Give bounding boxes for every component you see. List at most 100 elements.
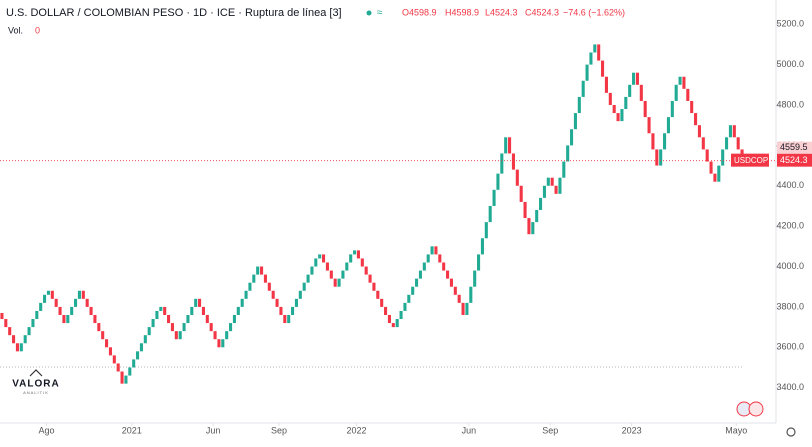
- down-brick: [81, 290, 85, 299]
- up-brick: [244, 290, 248, 299]
- up-brick: [236, 306, 240, 315]
- down-brick: [686, 88, 690, 101]
- chart-title: U.S. DOLLAR / COLOMBIAN PESO · 1D · ICE …: [6, 7, 342, 19]
- down-brick: [201, 306, 205, 315]
- y-tick-label: 4800.0: [776, 99, 804, 109]
- down-brick: [275, 298, 279, 307]
- symbol-label: USDCOP: [734, 156, 768, 165]
- y-tick-label: 3400.0: [776, 382, 804, 392]
- down-brick: [732, 125, 736, 138]
- up-brick: [426, 254, 430, 263]
- up-brick: [27, 327, 31, 336]
- ohlc-value: L4524.3: [485, 7, 518, 17]
- high-price-label: 4559.5: [780, 142, 808, 152]
- y-tick-label: 5000.0: [776, 59, 804, 69]
- up-brick: [678, 76, 682, 85]
- down-brick: [438, 254, 442, 263]
- y-tick-label: 4000.0: [776, 261, 804, 271]
- flag-icon[interactable]: [736, 401, 764, 417]
- up-brick: [395, 319, 399, 328]
- down-brick: [508, 137, 512, 154]
- ohlc-value: O4598.9: [402, 7, 437, 17]
- logo-subtext: ANALITIK: [23, 390, 49, 395]
- down-brick: [167, 314, 171, 324]
- up-brick: [399, 310, 403, 320]
- down-brick: [616, 113, 620, 122]
- x-tick-label: Sep: [271, 425, 287, 435]
- x-tick-label: 2021: [122, 425, 142, 435]
- down-brick: [647, 117, 651, 134]
- up-brick: [310, 266, 314, 275]
- up-brick: [151, 319, 155, 328]
- up-brick: [66, 314, 70, 324]
- up-brick: [229, 323, 233, 332]
- up-brick: [480, 238, 484, 255]
- price-label-box: [777, 153, 812, 167]
- volume-label: Vol.: [8, 25, 23, 35]
- down-brick: [322, 254, 326, 263]
- up-brick: [302, 282, 306, 291]
- down-brick: [364, 266, 368, 275]
- down-brick: [174, 331, 178, 340]
- up-brick: [632, 72, 636, 85]
- x-tick-label: 2022: [346, 425, 366, 435]
- up-brick: [182, 323, 186, 332]
- down-brick: [709, 161, 713, 174]
- up-brick: [291, 306, 295, 315]
- settings-icon[interactable]: [786, 427, 796, 437]
- high-label-box: [777, 141, 812, 154]
- up-brick: [674, 84, 678, 101]
- compare-icon[interactable]: ≈: [377, 8, 383, 19]
- down-brick: [612, 104, 616, 114]
- down-brick: [554, 185, 558, 194]
- down-brick: [639, 84, 643, 101]
- last-price-label: 4524.3: [780, 155, 808, 165]
- down-brick: [713, 173, 717, 182]
- up-brick: [620, 109, 624, 122]
- ohlc-value: H4598.9: [445, 7, 479, 17]
- logo-mark: [29, 369, 43, 377]
- down-brick: [360, 258, 364, 267]
- down-brick: [267, 282, 271, 291]
- up-brick: [19, 343, 23, 352]
- up-brick: [240, 298, 244, 307]
- down-brick: [209, 323, 213, 332]
- up-brick: [717, 165, 721, 182]
- up-brick: [566, 145, 570, 162]
- up-brick: [488, 205, 492, 223]
- up-brick: [725, 137, 729, 150]
- down-brick: [736, 137, 740, 150]
- flag-circle: [748, 401, 764, 417]
- up-brick: [666, 117, 670, 134]
- up-brick: [407, 294, 411, 303]
- up-brick: [728, 125, 732, 138]
- up-brick: [573, 113, 577, 130]
- up-brick: [294, 298, 298, 307]
- up-brick: [473, 270, 477, 287]
- up-brick: [46, 290, 50, 295]
- gear: [786, 427, 796, 437]
- up-brick: [469, 286, 473, 303]
- up-brick: [593, 44, 597, 53]
- down-brick: [97, 323, 101, 332]
- down-brick: [50, 290, 54, 299]
- down-brick: [112, 355, 116, 364]
- up-brick: [31, 319, 35, 328]
- down-brick: [356, 250, 360, 259]
- up-brick: [624, 96, 628, 110]
- down-brick: [376, 290, 380, 299]
- up-brick: [418, 270, 422, 279]
- down-brick: [597, 44, 601, 61]
- up-brick: [577, 96, 581, 114]
- down-brick: [170, 323, 174, 332]
- up-brick: [539, 197, 543, 210]
- up-brick: [349, 254, 353, 263]
- down-brick: [527, 218, 531, 235]
- up-brick: [500, 153, 504, 174]
- up-brick: [147, 327, 151, 336]
- down-brick: [701, 137, 705, 150]
- down-brick: [217, 339, 221, 348]
- down-brick: [198, 298, 202, 307]
- y-tick-label: 4400.0: [776, 180, 804, 190]
